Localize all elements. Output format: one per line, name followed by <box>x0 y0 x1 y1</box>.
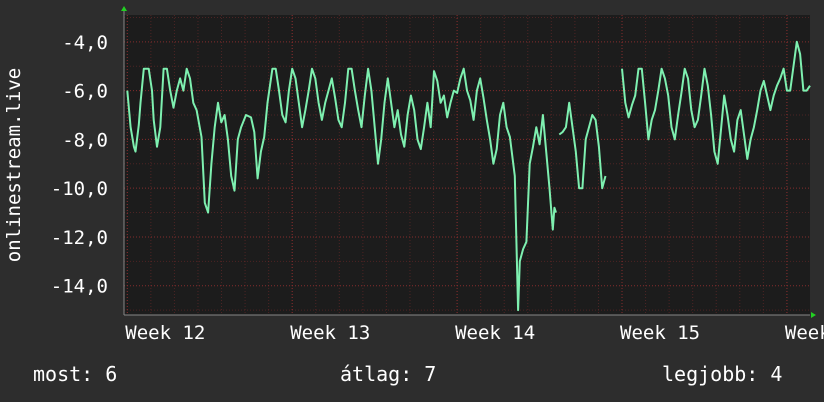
x-tick-label: Week 13 <box>290 322 370 344</box>
y-tick-label: -12,0 <box>51 227 108 249</box>
x-axis-arrow <box>811 312 816 318</box>
label-layer: -4,0 -6,0 -8,0 -10,0 -12,0 -14,0 Week 12 Week 1… <box>51 32 824 344</box>
stat-average: átlag: 7 <box>340 362 437 386</box>
x-tick-label: Week 1 <box>785 322 824 344</box>
plot-area <box>124 15 810 315</box>
stat-current: most: 6 <box>33 362 118 386</box>
stat-best: legjobb: 4 <box>662 362 783 386</box>
x-tick-label: Week 12 <box>125 322 205 344</box>
grid-layer <box>124 15 810 315</box>
y-axis-arrow <box>121 6 127 11</box>
x-tick-label: Week 15 <box>620 322 700 344</box>
y-tick-label: -10,0 <box>51 178 108 200</box>
y-axis-label: onlinestream.live <box>3 67 25 263</box>
y-tick-label: -14,0 <box>51 276 108 298</box>
x-tick-label: Week 14 <box>455 322 535 344</box>
y-tick-label: -6,0 <box>62 81 108 103</box>
series-line <box>558 101 607 190</box>
line-layer <box>126 40 811 312</box>
y-axis-label-wrap: onlinestream.live <box>0 0 30 320</box>
y-tick-label: -4,0 <box>62 32 108 54</box>
series-line <box>126 67 557 312</box>
y-tick-label: -8,0 <box>62 129 108 151</box>
series-line <box>621 40 811 165</box>
axis-layer <box>121 6 816 318</box>
